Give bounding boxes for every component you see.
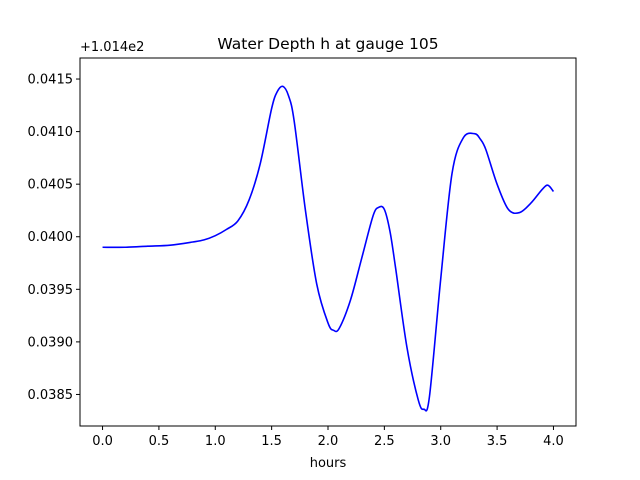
y-tick-label: 0.0400	[28, 230, 74, 245]
x-tick-label: 3.5	[487, 434, 508, 449]
x-tick-label: 0.5	[149, 434, 170, 449]
x-tick-label: 2.0	[318, 434, 339, 449]
chart-title: Water Depth h at gauge 105	[217, 35, 438, 53]
x-tick-label: 4.0	[543, 434, 564, 449]
series-layer	[102, 85, 555, 412]
y-tick-label: 0.0395	[28, 283, 74, 298]
y-axis: 0.0385 0.0390 0.0395 0.0400 0.0405 0.0410 0.04…	[28, 73, 80, 403]
x-tick-label: 2.5	[374, 434, 395, 449]
y-tick-label: 0.0390	[28, 335, 74, 350]
series-line	[102, 85, 555, 412]
y-tick-label: 0.0410	[28, 125, 74, 140]
plot-frame	[79, 57, 577, 427]
x-axis-label: hours	[310, 456, 347, 471]
x-axis: 0.0 0.5 1.0 1.5 2.0 2.5 3.0 3.5 4.0	[92, 426, 564, 449]
y-offset-text: +1.014e2	[80, 40, 144, 55]
x-tick-label: 3.0	[430, 434, 451, 449]
y-tick-label: 0.0415	[28, 73, 74, 88]
x-tick-label: 1.0	[205, 434, 226, 449]
y-tick-label: 0.0385	[28, 388, 74, 403]
y-tick-label: 0.0405	[28, 178, 74, 193]
x-tick-label: 0.0	[92, 434, 113, 449]
x-tick-label: 1.5	[261, 434, 282, 449]
